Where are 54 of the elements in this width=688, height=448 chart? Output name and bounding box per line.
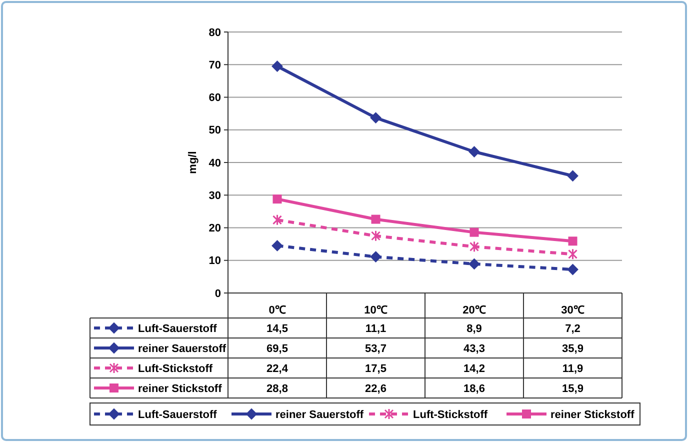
point — [272, 60, 283, 72]
y-tick-label: 10 — [208, 255, 221, 268]
data-label: 14,5 — [266, 322, 288, 335]
text: reiner Stickstoff — [550, 408, 634, 421]
point — [567, 170, 578, 182]
x-tick-label: 0℃ — [268, 304, 286, 316]
x-tick-label: 20℃ — [462, 304, 486, 316]
point — [272, 240, 283, 252]
point — [370, 251, 382, 262]
point — [272, 194, 282, 204]
point — [371, 230, 380, 242]
y-tick-label: 70 — [208, 59, 221, 72]
x-tick-label: 10℃ — [364, 304, 388, 316]
legend-label: Luft-Sauerstoff — [138, 322, 218, 335]
point — [371, 214, 380, 224]
legend-label: Luft-Stickstoff — [138, 362, 213, 375]
data-label: 8,9 — [466, 322, 482, 335]
data-label: 15,9 — [562, 382, 584, 395]
y-tick-label: 80 — [208, 26, 221, 39]
text: reiner Sauerstoff — [276, 408, 364, 421]
data-label: 35,9 — [562, 342, 584, 355]
point — [568, 236, 578, 246]
data-label: 53,7 — [365, 342, 386, 355]
data-label: 22,6 — [365, 382, 386, 395]
y-tick-label: 20 — [208, 222, 221, 235]
data-label: 11,9 — [562, 362, 584, 375]
y-tick-label: 30 — [208, 190, 221, 202]
text: Luft-Sauerstoff — [138, 408, 217, 421]
data-label: 28,8 — [266, 382, 288, 395]
y-tick-label: 50 — [208, 124, 221, 137]
y-tick-label: 0 — [214, 288, 221, 300]
data-label: 7,2 — [565, 322, 580, 335]
point — [370, 112, 382, 124]
data-label: 69,5 — [266, 342, 288, 355]
legend-label: reiner Stickstoff — [138, 382, 222, 395]
data-label: 17,5 — [365, 362, 386, 375]
y-tick-label: 60 — [208, 92, 221, 104]
point — [468, 258, 480, 270]
point — [470, 240, 479, 252]
y-axis-title: mg/l — [187, 151, 199, 174]
point — [568, 248, 578, 260]
data-label: 18,6 — [464, 382, 485, 395]
legend-label: reiner Sauerstoff — [138, 342, 226, 355]
text: Luft-Stickstoff — [413, 408, 488, 421]
data-label: 43,3 — [464, 342, 485, 355]
point — [567, 264, 578, 276]
point — [470, 228, 479, 237]
data-label: 22,4 — [266, 362, 289, 375]
x-tick-label: 30℃ — [561, 304, 584, 316]
data-label: 11,1 — [365, 322, 386, 335]
point — [468, 146, 480, 158]
data-label: 14,2 — [464, 362, 485, 375]
point — [272, 214, 282, 226]
y-tick-label: 40 — [208, 157, 221, 170]
